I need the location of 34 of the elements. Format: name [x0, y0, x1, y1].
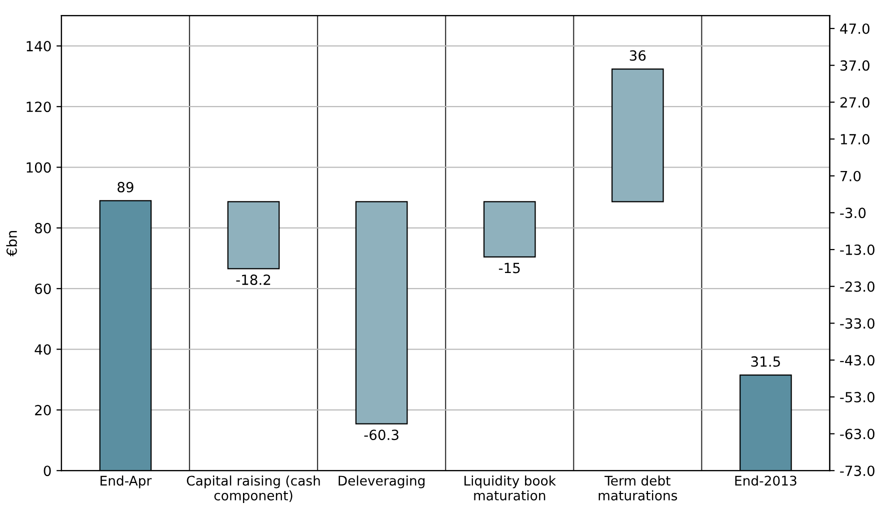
x-tick-label: End-2013	[735, 475, 796, 486]
y2-tick-label: 37.0	[840, 60, 870, 71]
y-tick-label: 140	[26, 40, 51, 52]
y2-tick-label: -73.0	[840, 466, 874, 476]
y2-tick-label: 17.0	[840, 134, 870, 144]
y-tick-label: 0	[44, 466, 51, 476]
y-tick-label: 80	[35, 222, 51, 234]
y2-tick-label: -23.0	[840, 281, 874, 292]
x-tick-label: Liquidity book maturation	[464, 475, 556, 500]
x-tick-label: Term debt maturations	[598, 475, 678, 500]
y2-tick-label: -43.0	[840, 355, 874, 366]
y-tick-label: 60	[35, 284, 51, 294]
data-label: 36	[630, 50, 646, 61]
y2-tick-label: -33.0	[840, 318, 874, 329]
y-tick-label: 20	[35, 404, 51, 416]
y2-tick-label: 7.0	[840, 170, 861, 182]
x-tick-label: Deleveraging	[338, 475, 424, 488]
data-label: -18.2	[236, 274, 270, 286]
data-label: 31.5	[751, 356, 780, 367]
data-label: 89	[118, 182, 134, 192]
y2-tick-label: -3.0	[840, 208, 866, 218]
y-tick-label: 40	[34, 344, 51, 355]
y2-tick-label: -53.0	[840, 392, 874, 402]
y2-tick-label: -13.0	[840, 244, 874, 256]
data-label: -15	[498, 262, 520, 274]
y-tick-label: 100	[26, 162, 51, 173]
y-axis-title: €bn	[6, 231, 17, 256]
y2-tick-label: 27.0	[840, 97, 870, 108]
y-tick-label: 120	[26, 102, 51, 112]
y2-tick-label: -63.0	[840, 428, 874, 440]
x-tick-label: End-Apr	[100, 475, 152, 488]
data-label: -60.3	[364, 430, 398, 440]
x-tick-label: Capital raising (cash component)	[186, 475, 320, 504]
y2-tick-label: 47.0	[840, 23, 870, 34]
